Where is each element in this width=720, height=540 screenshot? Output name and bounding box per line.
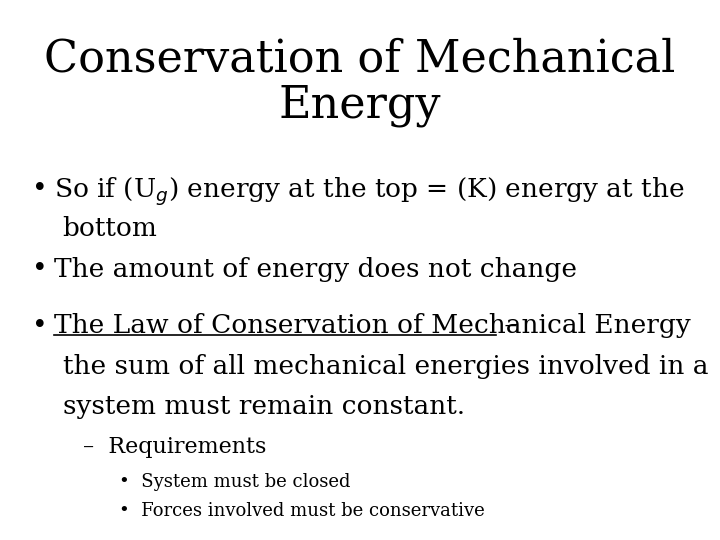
- Text: the sum of all mechanical energies involved in a: the sum of all mechanical energies invol…: [63, 354, 708, 379]
- Text: The amount of energy does not change: The amount of energy does not change: [54, 256, 577, 281]
- Text: •: •: [32, 176, 48, 200]
- Text: •  System must be closed: • System must be closed: [119, 473, 351, 491]
- Text: The Law of Conservation of Mechanical Energy: The Law of Conservation of Mechanical En…: [54, 313, 690, 338]
- Text: So if (U$_g$) energy at the top = (K) energy at the: So if (U$_g$) energy at the top = (K) en…: [54, 176, 685, 208]
- Text: •: •: [32, 256, 48, 281]
- Text: •: •: [32, 313, 48, 338]
- Text: system must remain constant.: system must remain constant.: [63, 394, 465, 419]
- Text: Energy: Energy: [279, 84, 441, 127]
- Text: –: –: [496, 313, 518, 338]
- Text: bottom: bottom: [63, 216, 158, 241]
- Text: •  Forces involved must be conservative: • Forces involved must be conservative: [119, 502, 485, 519]
- Text: Conservation of Mechanical: Conservation of Mechanical: [45, 38, 675, 81]
- Text: –  Requirements: – Requirements: [83, 436, 266, 458]
